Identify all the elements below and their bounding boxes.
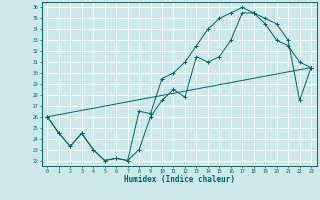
- X-axis label: Humidex (Indice chaleur): Humidex (Indice chaleur): [124, 175, 235, 184]
